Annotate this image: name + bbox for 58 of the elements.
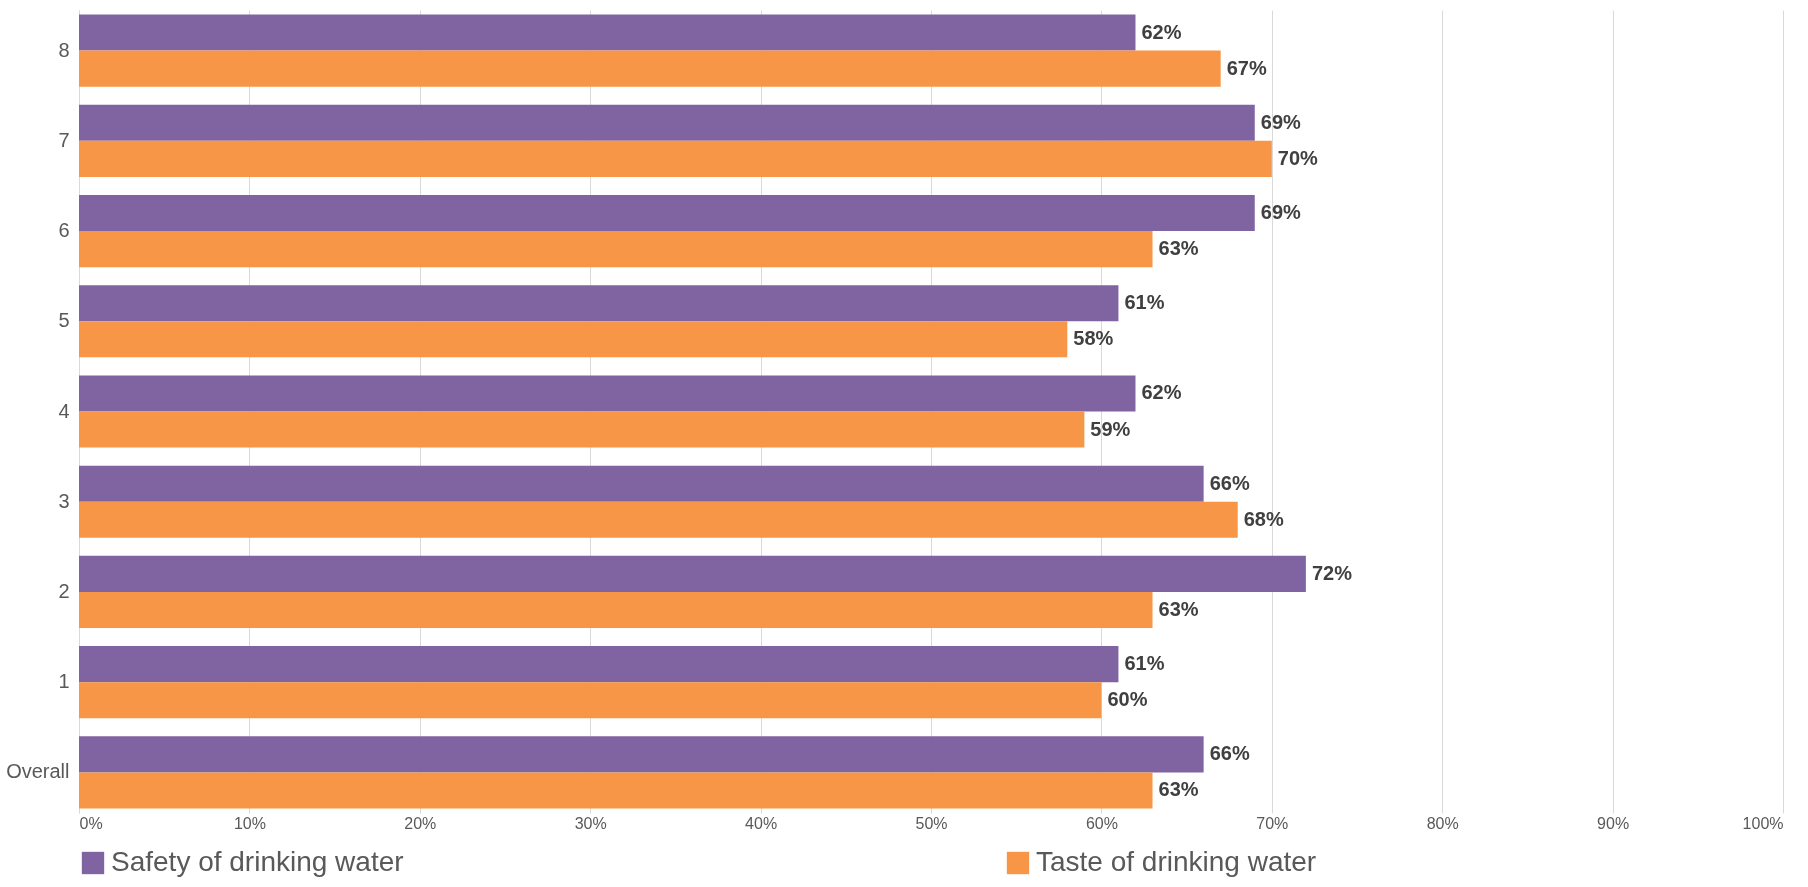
data-label: 67% <box>1226 56 1267 79</box>
bar <box>79 411 1085 448</box>
y-tick-label: 2 <box>58 579 70 602</box>
bar <box>79 140 1272 177</box>
bar <box>79 465 1204 502</box>
data-label: 60% <box>1107 688 1148 711</box>
data-label: 61% <box>1124 291 1165 314</box>
bar <box>79 194 1255 232</box>
x-tick-label: 70% <box>1256 814 1289 832</box>
data-label: 63% <box>1158 778 1199 801</box>
y-tick-label: 8 <box>58 38 70 61</box>
data-label: 66% <box>1209 742 1250 765</box>
data-label: 63% <box>1158 597 1199 620</box>
x-tick-label: 20% <box>404 814 437 832</box>
bar <box>79 682 1102 719</box>
bar <box>79 50 1221 87</box>
x-tick-label: 50% <box>915 814 948 832</box>
legend-label: Safety of drinking water <box>111 846 404 877</box>
y-tick-label: 4 <box>58 399 70 422</box>
x-tick-label: 10% <box>233 814 266 832</box>
data-label: 68% <box>1243 507 1284 530</box>
y-tick-label: 1 <box>58 670 70 693</box>
x-tick-label: 40% <box>745 814 778 832</box>
bar <box>79 646 1119 683</box>
x-tick-label: 90% <box>1597 814 1630 832</box>
legend-label: Taste of drinking water <box>1036 846 1317 877</box>
y-tick-label: 3 <box>58 489 70 512</box>
bar <box>79 285 1119 322</box>
y-tick-label: 5 <box>58 309 70 332</box>
bar <box>79 591 1153 629</box>
data-label: 63% <box>1158 237 1199 260</box>
bar <box>79 104 1255 141</box>
data-label: 69% <box>1260 110 1302 133</box>
x-tick-label: 0% <box>79 814 103 832</box>
bar <box>79 555 1306 592</box>
x-tick-label: 80% <box>1426 814 1459 832</box>
bar <box>79 375 1136 412</box>
data-label: 58% <box>1073 327 1114 350</box>
x-tick-label: 100% <box>1742 814 1784 832</box>
data-label: 62% <box>1141 20 1182 43</box>
y-tick-label: 7 <box>58 128 70 151</box>
data-label: 61% <box>1124 652 1165 675</box>
bar <box>79 501 1238 538</box>
data-label: 70% <box>1277 146 1319 169</box>
bar <box>79 321 1068 358</box>
data-label: 72% <box>1311 561 1353 584</box>
data-label: 62% <box>1141 381 1182 404</box>
x-tick-label: 60% <box>1085 814 1118 832</box>
data-label: 59% <box>1090 417 1131 440</box>
y-tick-label: 6 <box>58 219 70 242</box>
data-label: 69% <box>1260 201 1302 224</box>
bar <box>79 736 1204 773</box>
bar <box>79 14 1136 51</box>
data-label: 66% <box>1209 471 1250 494</box>
bar <box>79 772 1153 809</box>
x-tick-label: 30% <box>574 814 607 832</box>
y-tick-label: Overall <box>6 760 70 783</box>
bar <box>79 231 1153 268</box>
